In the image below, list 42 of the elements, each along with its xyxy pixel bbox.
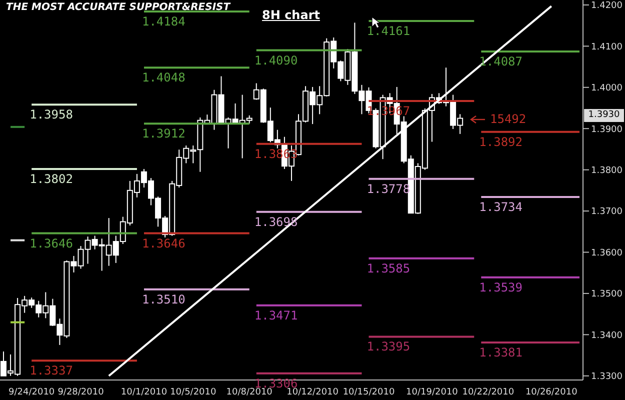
y-tick-label: 1.3700: [591, 207, 623, 218]
data-label: 1.4184: [142, 14, 186, 29]
data-label: 1.4161: [366, 24, 410, 38]
chart-title: THE MOST ACCURATE SUPPORT&RESIST: [6, 2, 230, 13]
x-tick-label: 10/5/2010: [170, 387, 217, 398]
x-tick-label: 10/12/2010: [286, 387, 339, 398]
y-tick-label: 1.3900: [591, 124, 623, 135]
y-tick-label: 1.3400: [591, 330, 623, 341]
data-label: 1.3585: [366, 261, 410, 276]
data-label: 1.3539: [479, 280, 523, 294]
data-label: 1.3958: [30, 108, 73, 122]
x-tick-label: 10/15/2010: [342, 387, 395, 398]
annotation: 1.3930: [584, 109, 624, 122]
data-label: 1.3510: [142, 292, 186, 306]
x-tick-label: 10/8/2010: [226, 387, 273, 398]
y-tick-label: 1.3800: [591, 166, 623, 176]
y-tick-label: 1.4000: [591, 84, 623, 94]
data-label: 1.4090: [254, 53, 298, 68]
data-label: 1.3646: [142, 236, 186, 250]
y-tick-label: 1.4100: [591, 42, 623, 52]
x-tick-label: 9/28/2010: [58, 387, 104, 398]
data-label: 1.3471: [254, 308, 298, 322]
y-tick-label: 1.4200: [591, 1, 623, 12]
y-tick-label: 1.3300: [591, 372, 623, 382]
x-tick-label: 10/26/2010: [525, 387, 578, 398]
data-label: 1.3802: [30, 172, 73, 186]
data-label: 1.3646: [30, 236, 73, 250]
x-tick-label: 10/19/2010: [406, 387, 458, 398]
data-label: 1.3395: [366, 340, 410, 354]
x-tick-label: 10/22/2010: [462, 387, 514, 398]
data-label: 1.3912: [142, 126, 186, 141]
y-tick-label: 1.3500: [591, 290, 623, 300]
x-tick-label: 10/1/2010: [120, 387, 168, 398]
data-label: 1.4048: [142, 70, 186, 85]
x-tick-label: 9/24/2010: [8, 387, 55, 398]
data-label: 1.3337: [30, 364, 73, 378]
text: 8H chart: [262, 8, 320, 22]
data-label: 1.3381: [479, 345, 523, 360]
data-label: 1.3892: [479, 134, 523, 149]
y-tick-label: 1.3600: [591, 248, 623, 258]
annotation: 15492: [490, 112, 526, 126]
data-label: 1.3734: [479, 200, 523, 214]
